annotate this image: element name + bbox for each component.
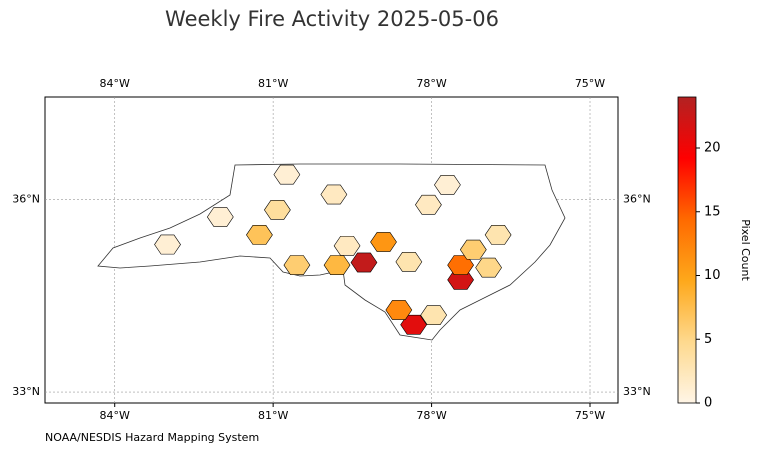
x-tick-label-top: 78°W	[416, 77, 446, 90]
region	[395, 251, 423, 272]
source-note: NOAA/NESDIS Hazard Mapping System	[45, 431, 259, 444]
region	[246, 225, 273, 245]
region	[273, 164, 301, 185]
x-tick-label-top: 84°W	[100, 77, 130, 90]
region	[283, 255, 311, 275]
x-tick-label-top: 81°W	[258, 77, 288, 90]
region	[475, 257, 502, 278]
y-tick-label: 36°N	[12, 193, 40, 206]
region	[350, 252, 378, 273]
region	[420, 305, 448, 325]
x-tick-label-top: 75°W	[575, 77, 605, 90]
region	[206, 207, 234, 227]
x-tick-label: 78°W	[416, 409, 446, 422]
x-tick-label: 84°W	[100, 409, 130, 422]
chart-title: Weekly Fire Activity 2025-05-06	[165, 7, 499, 31]
region	[385, 300, 413, 320]
x-tick-label: 81°W	[258, 409, 288, 422]
region	[415, 194, 442, 215]
regions	[154, 164, 512, 335]
colorbar-tick-label: 0	[704, 396, 712, 411]
colorbar-tick-label: 5	[704, 332, 712, 347]
region	[484, 225, 512, 245]
colorbar-tick-label: 20	[704, 141, 721, 156]
colorbar	[677, 96, 697, 404]
colorbar-tick-label: 10	[704, 268, 721, 283]
colorbar-label: Pixel Count	[739, 219, 752, 281]
y-tick-label: 33°N	[12, 385, 40, 398]
region	[154, 234, 181, 255]
region	[400, 314, 427, 335]
x-tick-label: 75°W	[575, 409, 605, 422]
colorbar-tick-label: 15	[704, 204, 721, 219]
region	[370, 232, 397, 252]
y-tick-label-right: 33°N	[623, 385, 651, 398]
region	[333, 235, 361, 256]
region	[434, 175, 461, 195]
y-tick-label-right: 36°N	[623, 193, 651, 206]
region	[459, 239, 487, 260]
region	[264, 200, 291, 220]
region	[320, 184, 348, 205]
